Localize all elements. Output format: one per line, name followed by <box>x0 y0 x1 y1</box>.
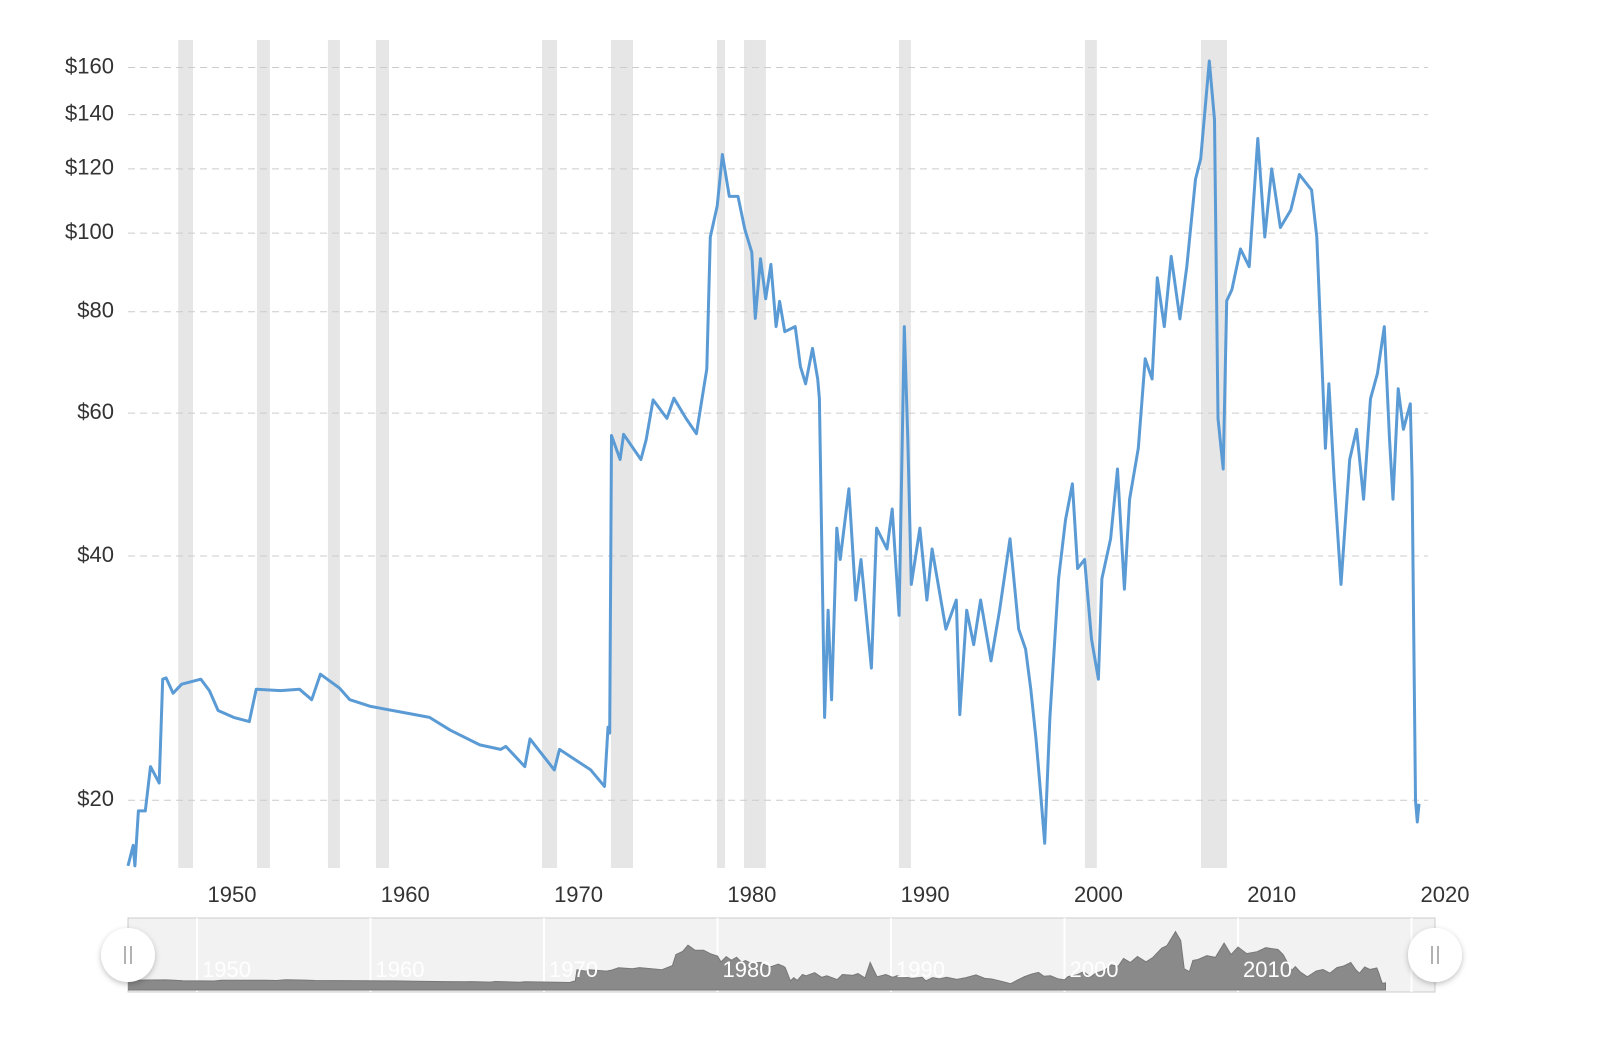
navigator-label: 1960 <box>376 957 425 982</box>
grid: $20 $40 $60 $80 $100 $120 $140 $160 1950 1960 1970… <box>65 53 1469 906</box>
navigator-area <box>128 930 1386 991</box>
navigator-label: 1950 <box>202 957 251 982</box>
y-tick-label: $60 <box>77 399 114 424</box>
recession-band <box>178 40 193 868</box>
recession-band <box>256 40 270 868</box>
recession-band <box>541 40 558 868</box>
x-tick-label: 2000 <box>1074 882 1123 907</box>
x-tick-label: 1970 <box>554 882 603 907</box>
x-tick-label: 1950 <box>207 882 256 907</box>
plot <box>126 59 1421 868</box>
x-tick-label: 2010 <box>1247 882 1296 907</box>
handle[interactable] <box>1408 928 1462 982</box>
x-tick-label: 1980 <box>727 882 776 907</box>
y-tick-label: $20 <box>77 786 114 811</box>
navigator-label: 1980 <box>723 957 772 982</box>
navigator-label: 1970 <box>549 957 598 982</box>
x-tick-label: 2020 <box>1421 882 1470 907</box>
y-tick-label: $160 <box>65 53 114 78</box>
navigator-label: 2000 <box>1070 957 1119 982</box>
x-tick-label: 1990 <box>901 882 950 907</box>
y-tick-label: $40 <box>77 542 114 567</box>
navigator-label: 2010 <box>1243 957 1292 982</box>
recession-band <box>717 40 725 868</box>
recession-band <box>375 40 389 868</box>
recession-band <box>744 40 766 868</box>
navigator-handle-right[interactable] <box>1408 928 1462 982</box>
recession-bands <box>178 40 1228 868</box>
x-tick-label: 1960 <box>381 882 430 907</box>
recession-band <box>327 40 340 868</box>
recession-band <box>1084 40 1097 868</box>
handle[interactable] <box>101 928 155 982</box>
y-tick-label: $140 <box>65 100 114 125</box>
recession-band <box>898 40 911 868</box>
price-line <box>126 59 1421 868</box>
y-tick-label: $80 <box>77 298 114 323</box>
y-tick-label: $120 <box>65 155 114 180</box>
navigator-label: 1990 <box>896 957 945 982</box>
y-tick-label: $100 <box>65 219 114 244</box>
navigator-handle-left[interactable] <box>101 928 155 982</box>
